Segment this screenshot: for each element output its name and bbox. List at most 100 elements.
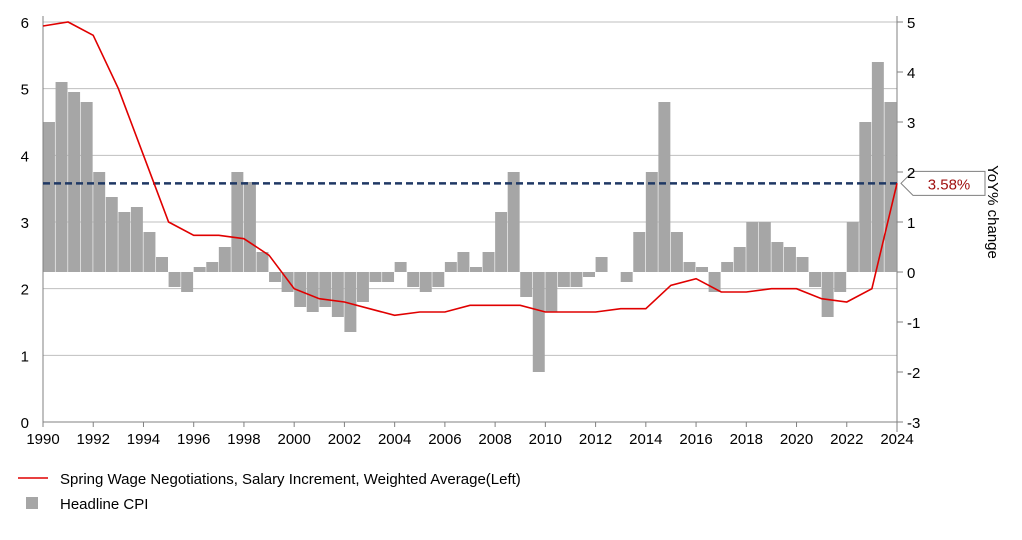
x-tick-label: 2012 <box>579 431 612 448</box>
cpi-bar <box>633 232 646 272</box>
cpi-bar <box>884 102 897 272</box>
legend-bar-swatch <box>26 497 38 509</box>
cpi-bar <box>470 267 482 272</box>
reference-label: 3.58% <box>928 176 971 193</box>
x-tick-label: 2002 <box>328 431 361 448</box>
cpi-bar <box>231 172 244 272</box>
cpi-bar <box>796 257 809 272</box>
cpi-bar <box>193 267 206 272</box>
cpi-bar <box>670 232 683 272</box>
cpi-bar <box>331 272 344 317</box>
cpi-bar <box>507 172 520 272</box>
x-tick-label: 2014 <box>629 431 662 448</box>
cpi-bar <box>432 272 445 287</box>
cpi-bar <box>243 182 256 272</box>
cpi-bar <box>708 272 721 292</box>
cpi-bar <box>482 252 495 272</box>
left-tick-label: 1 <box>21 348 29 365</box>
x-tick-label: 1998 <box>227 431 260 448</box>
cpi-bar <box>181 272 194 292</box>
right-tick-label: -2 <box>907 365 920 382</box>
cpi-bar <box>218 247 231 272</box>
cpi-bar <box>834 272 847 292</box>
left-tick-label: 0 <box>21 415 29 432</box>
cpi-bar <box>105 197 118 272</box>
wage-series-line <box>42 21 898 317</box>
x-tick-label: 1996 <box>177 431 210 448</box>
x-tick-label: 2020 <box>780 431 813 448</box>
left-tick-label: 2 <box>21 282 29 299</box>
cpi-bar <box>570 272 583 287</box>
right-tick-label: 0 <box>907 265 915 282</box>
x-tick-label: 2010 <box>529 431 562 448</box>
x-tick-label: 2016 <box>679 431 712 448</box>
cpi-bar <box>545 272 558 312</box>
cpi-bar <box>733 247 746 272</box>
left-tick-label: 3 <box>21 215 29 232</box>
cpi-bar <box>93 172 106 272</box>
cpi-bar <box>495 212 508 272</box>
right-tick-label: -3 <box>907 415 920 432</box>
x-tick-label: 2004 <box>378 431 411 448</box>
cpi-bar <box>344 272 357 332</box>
right-tick-label: 2 <box>907 165 915 182</box>
x-tick-label: 2008 <box>478 431 511 448</box>
x-tick-label: 2018 <box>730 431 763 448</box>
cpi-bar <box>696 267 709 272</box>
cpi-bar <box>407 272 420 287</box>
axes <box>42 16 903 432</box>
x-tick-label: 2024 <box>880 431 913 448</box>
x-tick-label: 1994 <box>127 431 160 448</box>
cpi-bar <box>269 272 282 282</box>
cpi-bar <box>55 82 68 272</box>
cpi-bar <box>306 272 319 312</box>
cpi-bar <box>583 272 595 277</box>
legend-bar-label: Headline CPI <box>60 496 148 513</box>
cpi-bar <box>394 262 407 272</box>
cpi-bar <box>457 252 470 272</box>
cpi-bar <box>319 272 332 307</box>
left-tick-label: 4 <box>21 148 29 165</box>
cpi-bar <box>143 232 156 272</box>
cpi-bar <box>168 272 181 287</box>
cpi-bar <box>80 102 93 272</box>
cpi-bar <box>658 102 671 272</box>
x-tick-label: 1992 <box>77 431 110 448</box>
cpi-bar <box>595 257 608 272</box>
right-axis-title: YoY% change <box>984 165 1001 259</box>
x-tick-label: 2006 <box>428 431 461 448</box>
cpi-bar <box>846 222 859 272</box>
cpi-bar <box>859 122 872 272</box>
cpi-bar <box>683 262 696 272</box>
cpi-bar <box>118 212 131 272</box>
legend: Spring Wage Negotiations, Salary Increme… <box>18 471 521 513</box>
cpi-bar <box>771 242 784 272</box>
cpi-bar <box>256 252 269 272</box>
cpi-bar <box>620 272 633 282</box>
cpi-bar <box>821 272 834 317</box>
right-tick-label: 4 <box>907 65 915 82</box>
wage-line <box>42 21 898 317</box>
cpi-bar <box>206 262 219 272</box>
right-tick-label: 3 <box>907 115 915 132</box>
cpi-bar <box>43 122 55 272</box>
cpi-bar <box>645 172 658 272</box>
right-tick-label: 1 <box>907 215 915 232</box>
reference-line: 3.58% <box>43 170 986 196</box>
cpi-bar <box>721 262 734 272</box>
cpi-bar <box>783 247 796 272</box>
cpi-bar <box>758 222 771 272</box>
left-tick-label: 5 <box>21 82 29 99</box>
x-tick-label: 2022 <box>830 431 863 448</box>
cpi-bar <box>444 262 457 272</box>
cpi-bar <box>520 272 533 297</box>
cpi-bar <box>369 272 382 282</box>
cpi-bar <box>68 92 81 272</box>
cpi-bar <box>356 272 369 302</box>
x-tick-label: 1990 <box>26 431 59 448</box>
cpi-bar <box>532 272 545 372</box>
cpi-bar <box>557 272 570 287</box>
right-tick-label: 5 <box>907 15 915 32</box>
